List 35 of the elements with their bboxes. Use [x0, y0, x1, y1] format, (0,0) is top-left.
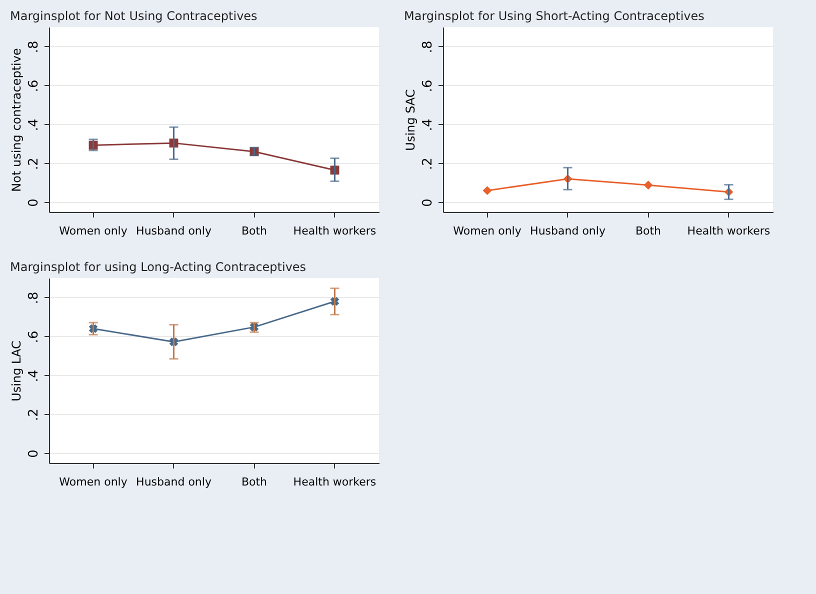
y-tick-label: .2 [26, 408, 42, 422]
y-axis-title: Using LAC [10, 340, 24, 402]
y-tick-label: .6 [420, 80, 436, 92]
y-tick-label: .8 [420, 40, 436, 54]
y-tick-label: .2 [420, 158, 436, 170]
x-tick-label: Women only [453, 224, 522, 238]
x-tick-label: Both [635, 224, 662, 238]
y-tick-label: .8 [26, 292, 42, 304]
y-tick-label: .4 [26, 118, 42, 132]
y-tick-label: 0 [420, 198, 436, 207]
x-tick-label: Health workers [293, 224, 376, 238]
chart-title: Marginsplot for Not Using Contraceptives [10, 9, 258, 23]
y-tick-label: 0 [26, 450, 42, 458]
point [644, 180, 653, 190]
y-tick-label: .8 [26, 40, 42, 54]
y-tick-label: .6 [26, 330, 42, 344]
x-tick-label: Women only [59, 476, 128, 488]
y-tick-label: 0 [26, 198, 42, 207]
x-tick-label: Health workers [687, 224, 770, 238]
chart-title: Marginsplot for using Long-Acting Contraceptives [10, 260, 306, 274]
y-tick-label: .4 [26, 370, 42, 382]
y-tick-label: .2 [26, 158, 42, 170]
chart-title: Marginsplot for Using Short-Acting Contraceptives [404, 9, 704, 23]
x-tick-label: Women only [59, 224, 128, 238]
y-axis-title: Not using contraceptive [10, 48, 24, 192]
y-axis-title: Using SAC [404, 89, 418, 151]
x-tick-label: Both [241, 476, 268, 488]
x-tick-label: Husband only [136, 224, 212, 238]
x-tick-label: Husband only [136, 476, 212, 488]
point [482, 186, 492, 196]
x-tick-label: Health workers [293, 476, 376, 488]
x-tick-label: Husband only [530, 224, 606, 238]
x-tick-label: Both [241, 224, 268, 238]
y-tick-label: .4 [420, 118, 436, 132]
y-tick-label: .6 [26, 80, 42, 92]
